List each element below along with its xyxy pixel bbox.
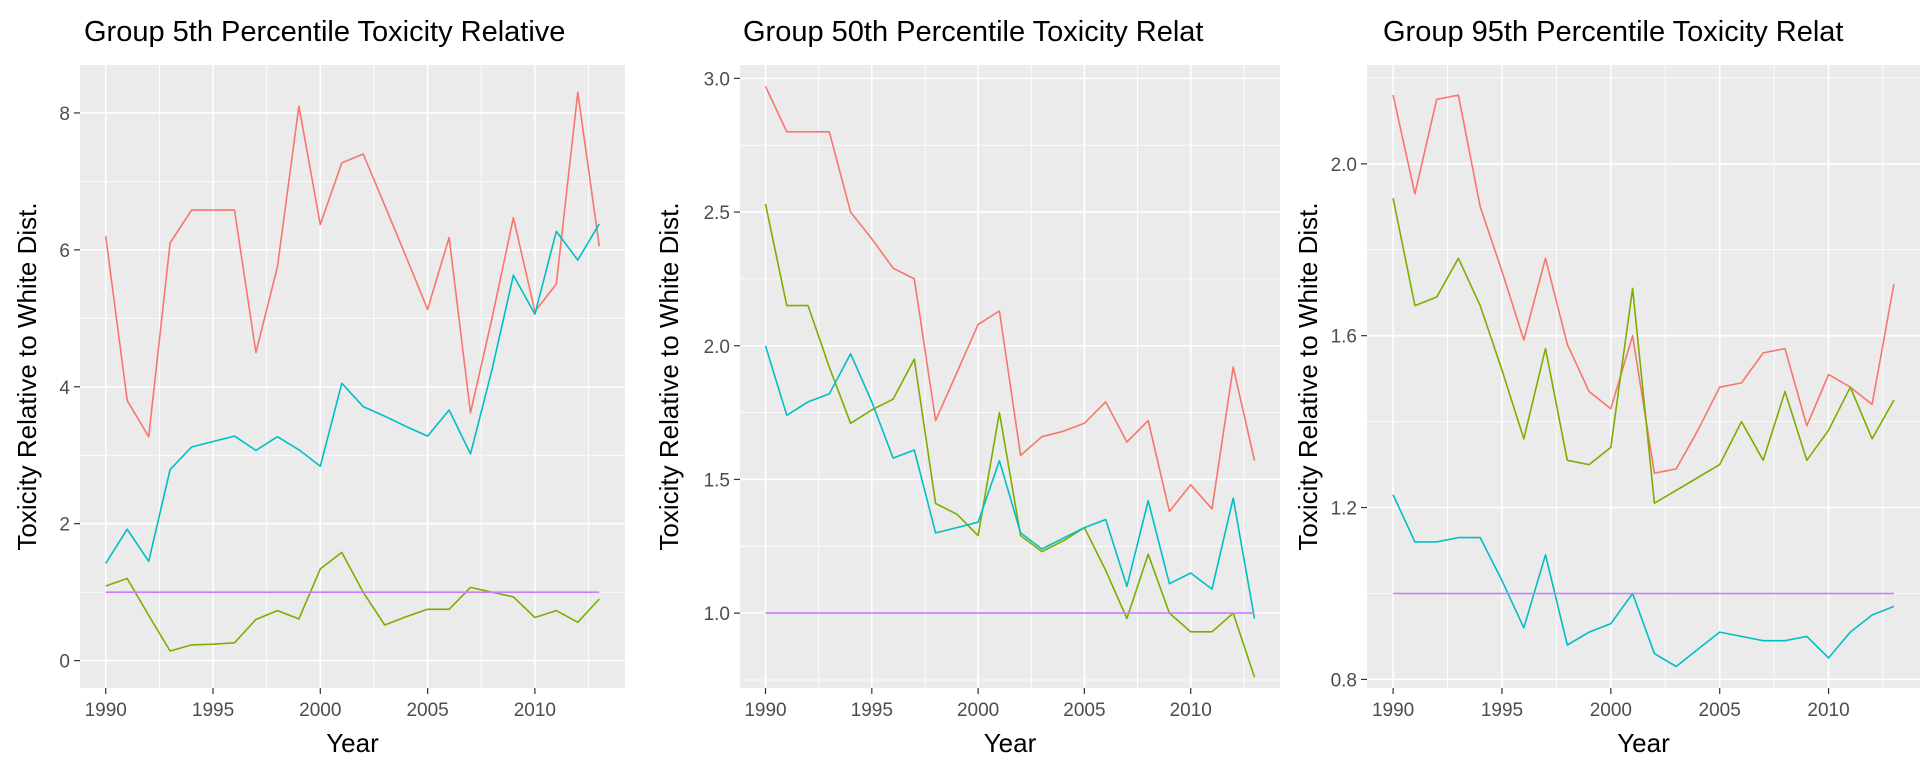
series-line-2 bbox=[1392, 494, 1895, 668]
series-line-0 bbox=[1392, 94, 1895, 475]
x-tick-label: 1995 bbox=[192, 700, 234, 721]
series-line-0 bbox=[764, 86, 1256, 513]
y-tick-label: 6 bbox=[59, 241, 70, 262]
series-line-1 bbox=[1392, 198, 1895, 505]
y-tick-label: 2.0 bbox=[704, 337, 730, 358]
y-tick-label: 1.6 bbox=[1331, 327, 1357, 348]
y-tick-label: 1.5 bbox=[704, 470, 730, 491]
y-tick-label: 1.0 bbox=[704, 604, 730, 625]
x-tick-label: 2000 bbox=[1590, 700, 1632, 721]
x-tick-label: 2010 bbox=[514, 700, 556, 721]
y-tick-label: 3.0 bbox=[704, 69, 730, 90]
y-axis-label: Toxicity Relative to White Dist. bbox=[654, 202, 684, 550]
x-tick-label: 2000 bbox=[299, 700, 341, 721]
chart-50th-percentile: 1990 1995 2000 2005 2010 1.0 1.5 2.0 2.5 3.0 Group… bbox=[654, 16, 1280, 758]
x-axis-label: Year bbox=[984, 728, 1037, 758]
chart-5th-percentile: 1990 1995 2000 2005 2010 0 2 4 6 8 Group 5th Perce… bbox=[12, 16, 625, 758]
x-tick-label: 2000 bbox=[957, 700, 999, 721]
plot-panel bbox=[740, 65, 1280, 688]
x-tick-label: 2005 bbox=[406, 700, 448, 721]
y-tick-label: 4 bbox=[59, 378, 70, 399]
series-line-1 bbox=[764, 203, 1256, 678]
x-tick-label: 1995 bbox=[1481, 700, 1523, 721]
chart-title: Group 5th Percentile Toxicity Relative bbox=[84, 16, 565, 48]
x-tick-label: 2010 bbox=[1170, 700, 1212, 721]
x-tick-label: 2010 bbox=[1807, 700, 1849, 721]
y-axis-label: Toxicity Relative to White Dist. bbox=[12, 202, 42, 550]
y-tick-label: 2.0 bbox=[1331, 155, 1357, 176]
series-line-1 bbox=[105, 551, 600, 652]
y-tick-label: 0.8 bbox=[1331, 670, 1357, 691]
x-tick-label: 1990 bbox=[85, 700, 127, 721]
y-tick-label: 8 bbox=[59, 104, 70, 125]
chart-95th-percentile: 1990 1995 2000 2005 2010 0.8 1.2 1.6 2.0 Group 95… bbox=[1293, 16, 1920, 758]
series-line-2 bbox=[105, 223, 600, 564]
x-tick-label: 2005 bbox=[1063, 700, 1105, 721]
x-tick-label: 1990 bbox=[744, 700, 786, 721]
chart-title: Group 95th Percentile Toxicity Relat bbox=[1383, 16, 1843, 48]
series-line-2 bbox=[764, 345, 1256, 619]
x-tick-label: 1990 bbox=[1372, 700, 1414, 721]
x-tick-label: 2005 bbox=[1699, 700, 1741, 721]
y-tick-label: 2.5 bbox=[704, 203, 730, 224]
plot-panel bbox=[1367, 65, 1920, 688]
y-axis-label: Toxicity Relative to White Dist. bbox=[1293, 202, 1323, 550]
y-tick-label: 1.2 bbox=[1331, 499, 1357, 520]
series-line-0 bbox=[104, 91, 601, 438]
chart-title: Group 50th Percentile Toxicity Relat bbox=[743, 16, 1203, 48]
x-axis-label: Year bbox=[1617, 728, 1670, 758]
x-axis-label: Year bbox=[326, 728, 379, 758]
x-tick-label: 1995 bbox=[851, 700, 893, 721]
y-tick-label: 0 bbox=[59, 652, 70, 673]
y-tick-label: 2 bbox=[59, 515, 70, 536]
